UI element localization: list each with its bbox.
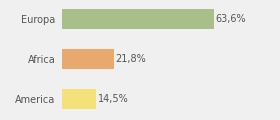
Text: 63,6%: 63,6% xyxy=(216,14,246,24)
Bar xyxy=(62,9,214,29)
Bar xyxy=(62,89,96,109)
Bar xyxy=(62,49,114,69)
Text: 21,8%: 21,8% xyxy=(116,54,146,64)
Text: 14,5%: 14,5% xyxy=(98,94,129,104)
